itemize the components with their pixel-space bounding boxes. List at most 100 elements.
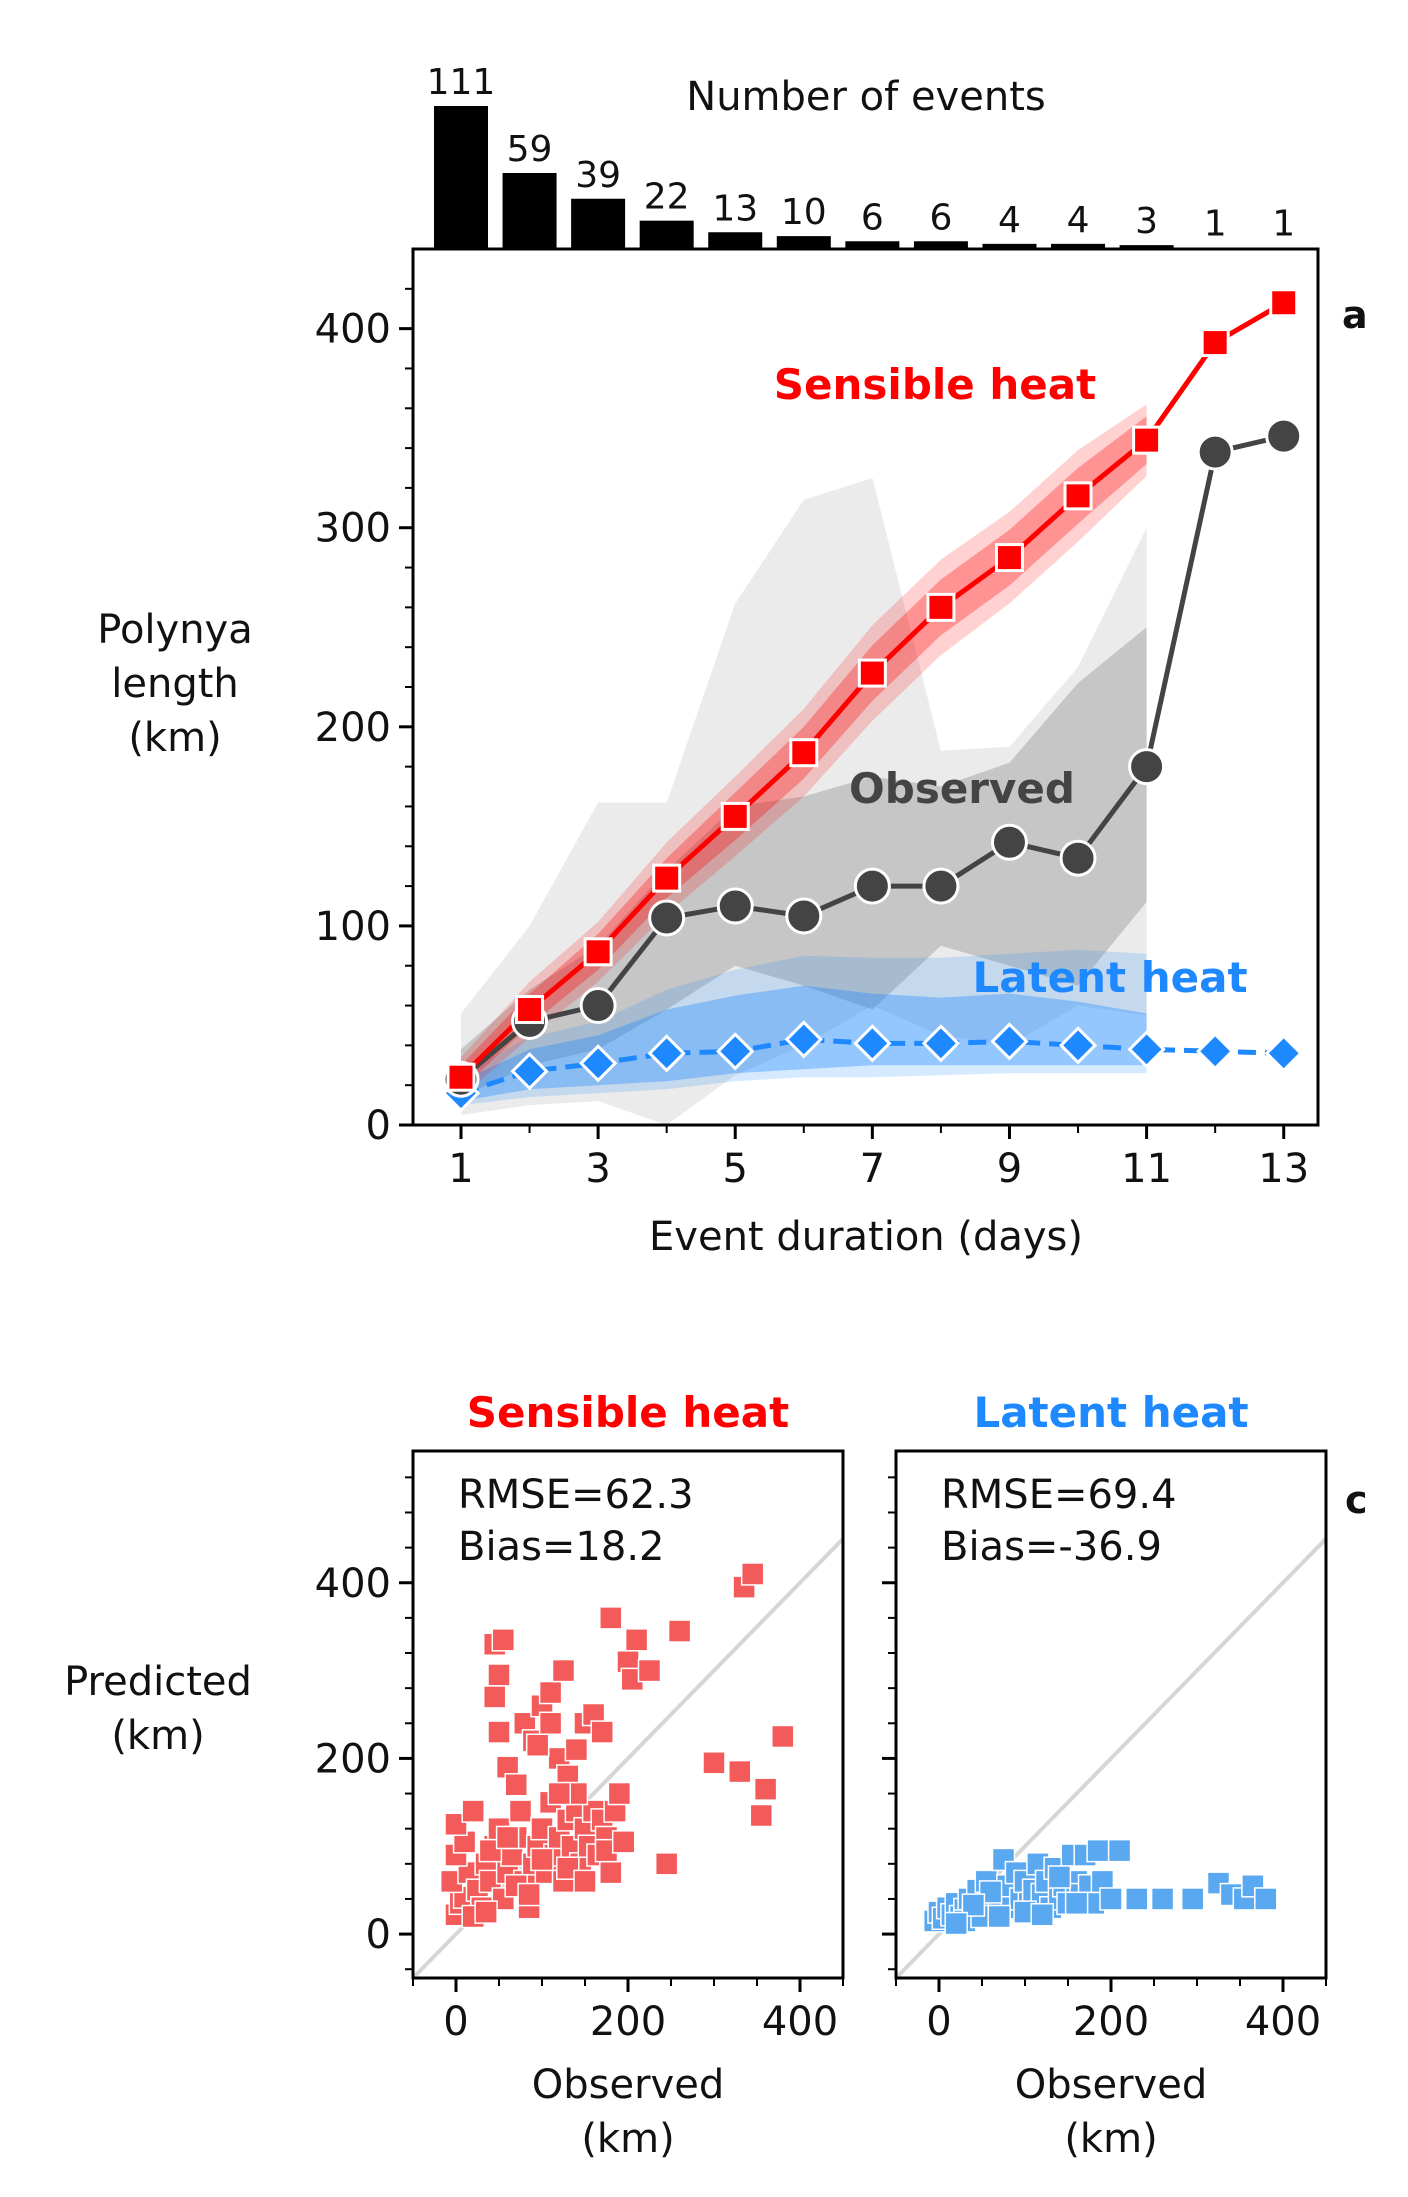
observed-point-7 — [853, 867, 891, 905]
sensible-scatter-point — [599, 1606, 623, 1630]
scatter-ylabel-2: (km) — [111, 1713, 204, 1759]
latent-scatter-point — [1107, 1838, 1132, 1863]
scatter-latent-xlabel-2: (km) — [1064, 2116, 1157, 2162]
sensible-scatter-point — [702, 1751, 726, 1775]
observed-point-9 — [990, 823, 1028, 861]
sensible-scatter-point — [637, 1658, 662, 1683]
line-ylabel-3: (km) — [128, 715, 221, 761]
sensible-scatter-xtick-label: 0 — [443, 1999, 468, 2045]
latent-scatter-point — [961, 1893, 986, 1917]
line-xtick-label: 1 — [448, 1146, 473, 1192]
scatter-latent-bias: Bias=-36.9 — [941, 1524, 1162, 1570]
sensible-scatter-point — [504, 1773, 528, 1797]
event-count-bar-9 — [982, 243, 1037, 249]
sensible-scatter-point — [771, 1724, 795, 1749]
latent-scatter-point — [1064, 1891, 1089, 1916]
latent-scatter-xtick-label: 0 — [926, 1999, 951, 2045]
event-count-bar-10 — [1051, 243, 1106, 249]
sensible-heat-point-6 — [789, 738, 819, 768]
observed-point-13 — [1265, 417, 1303, 455]
sensible-scatter-point — [667, 1619, 692, 1643]
latent-heat-point-10 — [1058, 1026, 1098, 1065]
sensible-heat-point-8 — [926, 592, 956, 622]
series-label-observed: Observed — [849, 764, 1075, 813]
event-count-label-1: 111 — [427, 62, 496, 103]
sensible-scatter-point — [564, 1737, 589, 1762]
event-count-label-5: 13 — [712, 188, 758, 229]
line-xtick-label: 5 — [723, 1146, 748, 1192]
event-count-label-8: 6 — [929, 197, 952, 238]
sensible-scatter-point — [495, 1825, 520, 1850]
line-ytick-label: 200 — [315, 705, 391, 751]
scatter-latent-title: Latent heat — [973, 1388, 1248, 1437]
event-count-label-9: 4 — [998, 200, 1021, 241]
sensible-scatter-point — [599, 1860, 623, 1885]
event-count-bar-11 — [1119, 245, 1174, 249]
sensible-scatter-point — [654, 1852, 679, 1876]
latent-scatter-plot-area — [896, 1537, 1326, 1978]
sensible-scatter-point — [740, 1562, 765, 1586]
latent-scatter-point — [1254, 1887, 1278, 1911]
latent-scatter-point — [1099, 1887, 1123, 1911]
event-count-bar-2 — [502, 172, 557, 249]
sensible-scatter-point — [590, 1720, 614, 1744]
sensible-scatter-ytick-label: 0 — [366, 1912, 391, 1958]
sensible-heat-point-2 — [515, 995, 545, 1025]
sensible-scatter-point — [551, 1658, 576, 1683]
latent-scatter-point — [1150, 1887, 1175, 1911]
sensible-scatter-point — [538, 1711, 563, 1736]
event-count-title-layer: Number of events — [686, 74, 1045, 120]
panel-a-letter: a — [1342, 293, 1368, 337]
sensible-scatter-xtick-label: 200 — [590, 1999, 666, 2045]
latent-scatter-point — [944, 1911, 968, 1936]
text-labels: a Event duration (days) Polynya length (… — [64, 293, 1368, 2162]
sensible-scatter-point — [487, 1663, 511, 1687]
scatter-sensible-rmse: RMSE=62.3 — [458, 1472, 694, 1518]
latent-heat-point-4 — [647, 1034, 686, 1073]
latent-scatter-point — [987, 1904, 1011, 1929]
sensible-scatter-point — [461, 1799, 485, 1823]
sensible-scatter-point — [611, 1830, 636, 1854]
line-xtick-label: 9 — [997, 1146, 1022, 1192]
observed-point-6 — [785, 897, 823, 935]
latent-heat-point-13 — [1264, 1034, 1303, 1073]
sensible-scatter-ytick-label: 400 — [315, 1561, 391, 1607]
sensible-heat-point-11 — [1132, 425, 1162, 455]
line-xtick-label: 11 — [1121, 1146, 1172, 1192]
sensible-scatter-point — [482, 1685, 507, 1709]
event-count-bar-1 — [433, 106, 488, 249]
latent-heat-point-11 — [1127, 1030, 1166, 1069]
line-ylabel-2: length — [111, 661, 239, 707]
sensible-scatter-xtick-label: 400 — [762, 1999, 838, 2045]
latent-scatter-xtick-label: 400 — [1245, 1999, 1321, 2045]
scatter-sensible-xlabel-1: Observed — [532, 2062, 724, 2108]
sensible-scatter-point — [607, 1781, 632, 1806]
sensible-heat-scatter: 0 200 400 0 200 400 — [315, 1449, 845, 2045]
event-count-bar-5 — [708, 232, 763, 249]
observed-point-11 — [1128, 748, 1166, 786]
latent-heat-scatter: 0 200 400 — [882, 1449, 1328, 2045]
scatter-latent-xlabel-1: Observed — [1015, 2062, 1207, 2108]
sensible-heat-point-10 — [1063, 481, 1093, 511]
event-count-label-13: 1 — [1272, 204, 1295, 245]
line-ytick-label: 100 — [315, 904, 391, 950]
event-count-label-3: 39 — [575, 155, 621, 196]
latent-scatter-xtick-label: 200 — [1073, 1999, 1149, 2045]
event-count-label-12: 1 — [1204, 204, 1227, 245]
latent-scatter-point — [1047, 1865, 1072, 1889]
sensible-scatter-point — [508, 1799, 533, 1823]
observed-point-4 — [648, 899, 686, 937]
sensible-scatter-point — [530, 1847, 554, 1872]
event-count-label-6: 10 — [781, 192, 827, 233]
sensible-scatter-point — [753, 1777, 778, 1801]
sensible-scatter-point — [517, 1882, 541, 1907]
sensible-heat-point-13 — [1269, 288, 1299, 318]
line-xtick-label: 7 — [860, 1146, 885, 1192]
scatter-sensible-xlabel-2: (km) — [581, 2116, 674, 2162]
latent-heat-point-9 — [990, 1022, 1029, 1061]
sensible-heat-point-9 — [994, 543, 1024, 573]
observed-point-10 — [1059, 839, 1097, 877]
sensible-scatter-point — [487, 1720, 511, 1744]
